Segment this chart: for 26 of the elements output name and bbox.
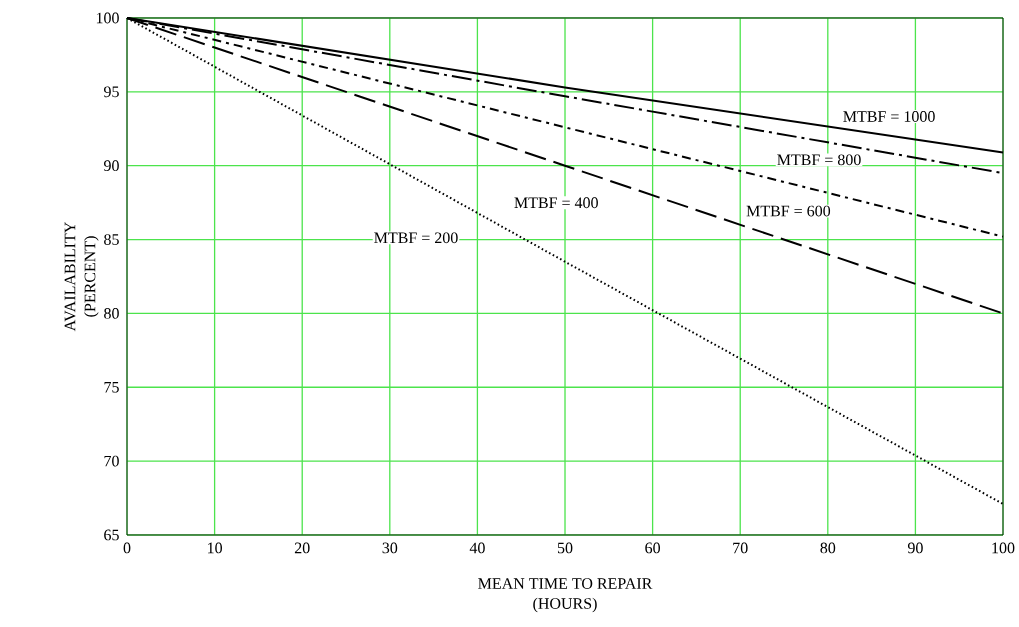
series-label: MTBF = 600 [746,205,831,217]
y-axis-title: AVAILABILITY (PERCENT) [64,222,99,332]
series-label: MTBF = 400 [514,197,598,209]
x-tick-label: 80 [820,542,836,554]
y-tick-label: 70 [104,455,119,467]
x-tick-label: 10 [208,542,222,554]
series-label: MTBF = 200 [374,232,458,244]
y-tick-label: 75 [104,381,119,393]
x-tick-label: 90 [907,542,923,554]
y-tick-label: 80 [104,308,119,319]
x-tick-label: 60 [645,542,660,554]
series-label: MTBF = 1000 [843,111,935,122]
x-tick-label: 0 [123,542,131,554]
y-tick-label: 100 [96,12,119,24]
y-tick-label: 85 [104,234,119,245]
y-tick-label: 90 [103,160,119,172]
x-tick-label: 30 [382,542,398,554]
x-tick-label: 40 [469,542,485,554]
x-tick-label: 20 [294,542,310,554]
x-tick-label: 70 [733,542,748,554]
y-tick-label: 65 [104,529,119,541]
x-tick-label: 50 [557,542,573,554]
x-axis-title: MEAN TIME TO REPAIR (HOURS) [478,578,653,613]
series-label: MTBF = 800 [777,154,861,166]
y-tick-label: 95 [103,86,119,98]
x-tick-label: 100 [992,542,1015,554]
